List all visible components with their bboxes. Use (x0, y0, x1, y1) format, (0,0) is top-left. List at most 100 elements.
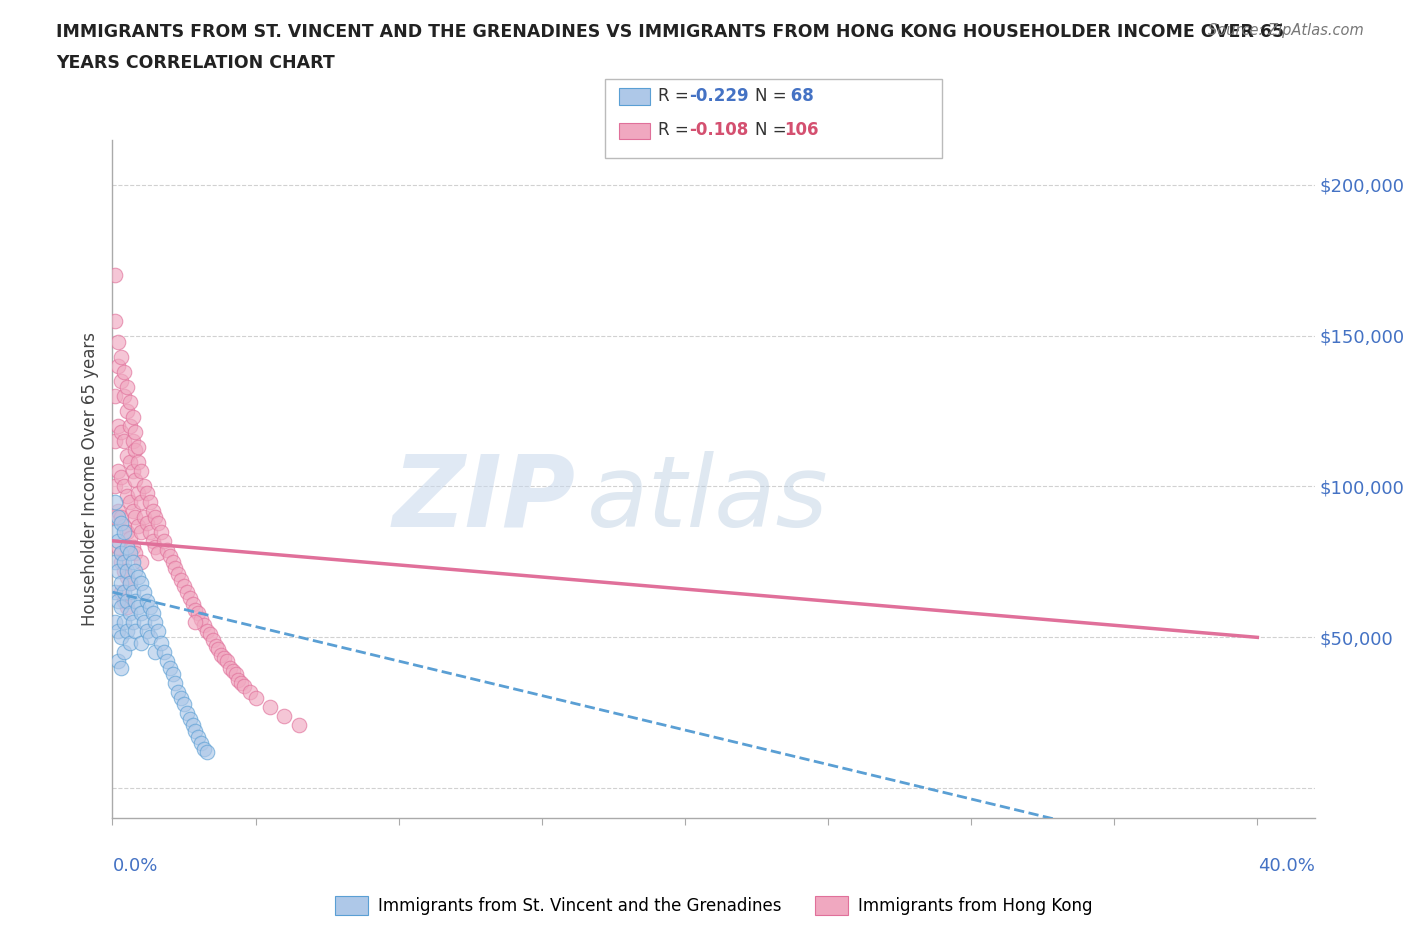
Point (118, 576, 141, 591)
Point (195, 745, 218, 760)
Point (124, 510, 146, 525)
Point (124, 443, 146, 458)
Point (129, 525, 152, 539)
Point (124, 624, 146, 639)
Point (201, 633, 224, 648)
Point (239, 684, 262, 699)
Point (195, 624, 218, 639)
Point (115, 564, 138, 578)
Point (132, 479, 155, 494)
Point (170, 573, 193, 588)
Point (107, 464, 129, 479)
Point (115, 449, 138, 464)
Point (233, 678, 256, 693)
Point (107, 334, 129, 349)
Text: 0.0%: 0.0% (112, 857, 157, 875)
Point (129, 636, 152, 651)
Text: 40.0%: 40.0% (1258, 857, 1315, 875)
Point (112, 389, 135, 404)
Point (225, 666, 247, 681)
Point (115, 488, 138, 503)
Point (127, 518, 149, 533)
Point (150, 636, 173, 651)
Point (190, 736, 212, 751)
Point (165, 561, 187, 576)
Point (173, 697, 195, 711)
Point (110, 545, 132, 560)
Point (190, 612, 212, 627)
Point (287, 717, 309, 732)
Point (187, 605, 209, 620)
Text: R =: R = (658, 121, 695, 140)
Point (110, 374, 132, 389)
Point (162, 666, 184, 681)
Text: N =: N = (755, 86, 792, 105)
Text: 106: 106 (785, 121, 820, 140)
Point (145, 645, 167, 660)
Point (110, 515, 132, 530)
Point (115, 593, 138, 608)
Point (212, 651, 235, 666)
Point (138, 630, 160, 644)
Point (118, 418, 141, 433)
Point (273, 709, 295, 724)
Point (124, 425, 146, 440)
Point (231, 675, 253, 690)
Point (121, 615, 143, 630)
Text: IMMIGRANTS FROM ST. VINCENT AND THE GRENADINES VS IMMIGRANTS FROM HONG KONG HOUS: IMMIGRANTS FROM ST. VINCENT AND THE GREN… (56, 23, 1284, 41)
Point (104, 389, 127, 404)
Point (110, 600, 132, 615)
Point (107, 510, 129, 525)
Point (104, 510, 127, 525)
Point (112, 479, 135, 494)
Point (153, 534, 176, 549)
Point (115, 624, 138, 639)
Point (110, 576, 132, 591)
Point (121, 539, 143, 554)
Point (138, 525, 160, 539)
Point (176, 585, 198, 600)
Point (181, 597, 204, 612)
Point (179, 591, 201, 605)
Text: -0.229: -0.229 (689, 86, 748, 105)
Point (222, 663, 245, 678)
Text: 68: 68 (785, 86, 813, 105)
Point (127, 485, 149, 500)
Text: Source: ZipAtlas.com: Source: ZipAtlas.com (1208, 23, 1364, 38)
Point (121, 433, 143, 448)
Point (132, 615, 155, 630)
Point (110, 425, 132, 440)
Point (135, 624, 157, 639)
Point (112, 433, 135, 448)
Point (107, 539, 129, 554)
Point (141, 503, 163, 518)
Point (184, 615, 207, 630)
Point (112, 365, 135, 379)
Point (110, 470, 132, 485)
Point (127, 440, 149, 455)
Point (141, 605, 163, 620)
Point (118, 605, 141, 620)
Point (259, 699, 281, 714)
Legend: Immigrants from St. Vincent and the Grenadines, Immigrants from Hong Kong: Immigrants from St. Vincent and the Gren… (328, 889, 1099, 922)
Point (124, 593, 146, 608)
Point (127, 455, 149, 470)
Point (112, 518, 135, 533)
Point (112, 585, 135, 600)
Point (121, 503, 143, 518)
Point (107, 358, 129, 373)
Point (162, 554, 184, 569)
Point (173, 578, 195, 593)
Point (129, 494, 152, 509)
Point (124, 545, 146, 560)
Point (198, 627, 221, 642)
Point (112, 525, 135, 539)
Point (207, 642, 229, 657)
Point (121, 409, 143, 424)
Point (187, 729, 209, 744)
Point (110, 585, 132, 600)
Point (115, 525, 138, 539)
Text: -0.108: -0.108 (689, 121, 748, 140)
Point (107, 593, 129, 608)
Point (179, 711, 201, 726)
